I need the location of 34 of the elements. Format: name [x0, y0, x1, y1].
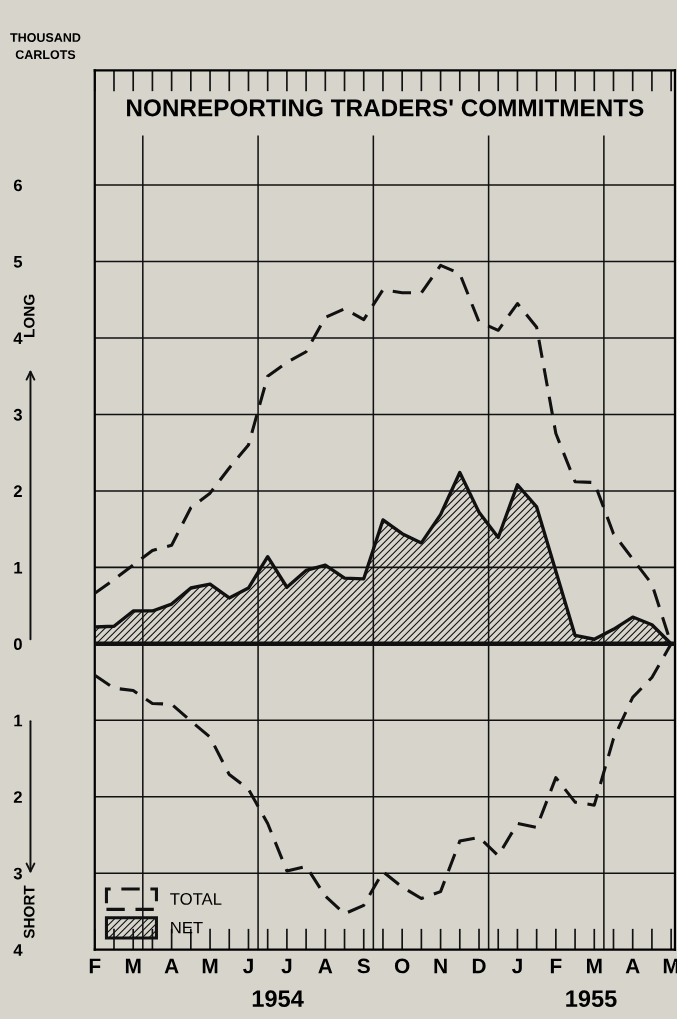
x-tick-label: N: [434, 958, 447, 974]
y-tick-label: 1: [14, 714, 23, 727]
x-tick-label: M: [202, 958, 218, 974]
x-tick-label: J: [243, 958, 253, 974]
x-tick-label: A: [318, 958, 333, 974]
y-tick-label: 2: [13, 485, 22, 497]
y-tick-label: 4: [13, 944, 23, 956]
y-tick-label: 0: [13, 638, 22, 651]
x-tick-label: D: [472, 958, 486, 974]
x-tick-label: J: [511, 958, 522, 974]
legend-label: NET: [171, 921, 203, 934]
x-tick-label: M: [587, 958, 602, 974]
x-tick-label: A: [625, 958, 640, 974]
y-tick-label: 6: [13, 179, 22, 192]
text: LONG: [23, 294, 35, 337]
y-tick-label: 1: [14, 561, 23, 574]
y-tick-label: 2: [13, 791, 22, 803]
x-tick-label: J: [281, 958, 292, 974]
text: NONREPORTING TRADERS' COMMITMENTS: [127, 99, 644, 117]
x-tick-label: F: [550, 958, 562, 974]
x-tick-label: O: [394, 958, 410, 974]
x-tick-label: S: [357, 958, 370, 974]
x-tick-label: M: [125, 958, 141, 974]
y-tick-label: 4: [13, 332, 23, 344]
text: 1955: [566, 990, 617, 1007]
y-axis-title: THOUSAND CARLOTS: [10, 33, 81, 60]
text: SHORT: [23, 885, 35, 939]
x-tick-label: A: [164, 958, 179, 974]
y-tick-label: 3: [13, 867, 22, 880]
y-tick-label: 3: [13, 408, 22, 421]
text: 1954: [252, 990, 304, 1007]
legend-label: TOTAL: [170, 893, 222, 905]
x-tick-label: F: [89, 958, 101, 974]
y-tick-label: 5: [13, 256, 23, 268]
